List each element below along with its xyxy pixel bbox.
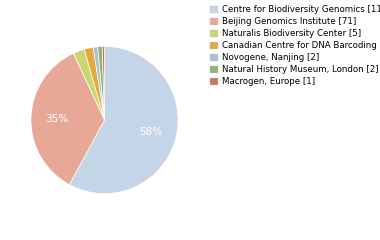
Wedge shape	[84, 47, 104, 120]
Text: 58%: 58%	[139, 127, 162, 137]
Text: 35%: 35%	[45, 114, 68, 124]
Wedge shape	[70, 46, 178, 194]
Wedge shape	[98, 47, 104, 120]
Wedge shape	[93, 47, 104, 120]
Wedge shape	[73, 49, 105, 120]
Wedge shape	[31, 53, 104, 185]
Legend: Centre for Biodiversity Genomics [117], Beijing Genomics Institute [71], Natural: Centre for Biodiversity Genomics [117], …	[209, 4, 380, 87]
Wedge shape	[102, 46, 105, 120]
